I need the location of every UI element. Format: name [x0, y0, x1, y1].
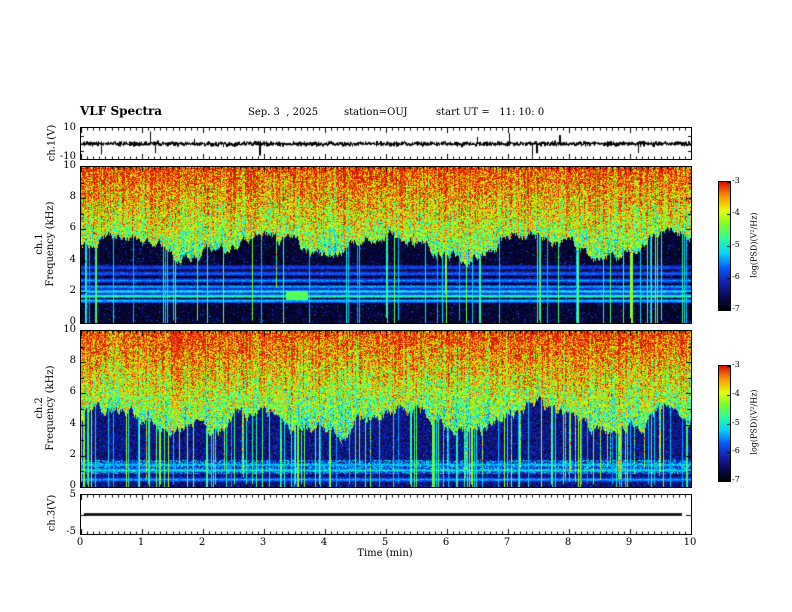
ch2-spectrogram-ytick: 0 — [69, 480, 76, 491]
colorbar-ch2-tick: -5 — [732, 417, 740, 427]
ch1-spectrogram-ytick: 8 — [69, 191, 76, 203]
ch3-voltage-ytick: 5 — [69, 489, 76, 500]
colorbar-ch1-tick: -3 — [732, 176, 740, 185]
ch2-spectrogram-ylabel: ch.2 Frequency (kHz) — [34, 365, 56, 450]
colorbar-ch2-canvas — [718, 365, 731, 482]
colorbar-ch2-tick: -3 — [732, 360, 740, 369]
colorbar-ch1-canvas — [718, 181, 731, 311]
date-label: Sep. 3 , 2025 — [248, 107, 319, 118]
x-tick-label: 4 — [320, 537, 328, 548]
x-tick-label: 10 — [683, 537, 697, 548]
ch1-voltage-waveform-canvas — [80, 127, 692, 160]
x-tick-label: 8 — [564, 537, 572, 548]
colorbar-ch2-tick: -6 — [732, 446, 740, 456]
colorbar-ch2-label: log(PSD)(V²/Hz) — [749, 389, 759, 455]
ch1-voltage-ytick: -10 — [59, 151, 76, 162]
ch1-spectrogram-ytick: 2 — [69, 284, 76, 296]
ch2-spectrogram-ytick: 4 — [69, 417, 76, 429]
x-tick-label: 5 — [381, 537, 389, 548]
ch1-spectrogram-ytick: 4 — [69, 253, 76, 265]
x-tick-label: 2 — [198, 537, 206, 548]
x-axis-label: Time (min) — [357, 548, 413, 559]
ch1-spectrogram-ylabel-line2: Frequency (kHz) — [45, 201, 56, 287]
ch2-spectrogram-ylabel-line2: Frequency (kHz) — [45, 365, 56, 451]
ch2-spectrogram-canvas — [80, 330, 692, 488]
ch1-spectrogram-canvas — [80, 166, 692, 324]
x-tick-label: 6 — [442, 537, 450, 548]
ch3-voltage-canvas — [80, 494, 692, 535]
x-tick-label: 3 — [259, 537, 267, 548]
x-tick-label: 7 — [503, 537, 511, 548]
x-tick-label: 0 — [76, 537, 84, 548]
ch1-spectrogram-ytick: 6 — [69, 222, 76, 234]
ch3-voltage-ytick: -5 — [66, 526, 76, 537]
ch2-spectrogram-ytick: 2 — [69, 448, 76, 460]
station-label: station=OUJ — [344, 107, 408, 118]
ch1-spectrogram-ytick: 10 — [63, 160, 76, 171]
colorbar-ch2-tick: -4 — [732, 388, 740, 398]
ch1-spectrogram-ylabel: ch.1 Frequency (kHz) — [34, 201, 56, 286]
x-tick-label: 9 — [625, 537, 633, 548]
ch1-spectrogram-ylabel-line1: ch.1 — [34, 233, 45, 255]
colorbar-ch1-tick: -7 — [732, 304, 740, 313]
x-tick-label: 1 — [137, 537, 145, 548]
ch1-voltage-ytick: 10 — [63, 122, 76, 133]
colorbar-ch1-label: log(PSD)(V²/Hz) — [749, 212, 759, 278]
colorbar-ch1-tick: -5 — [732, 240, 740, 249]
figure-title: VLF Spectra — [80, 104, 163, 118]
start-ut-label: start UT = 11: 10: 0 — [436, 107, 545, 118]
ch1-spectrogram-ytick: 0 — [69, 316, 76, 327]
colorbar-ch1-tick: -6 — [732, 272, 740, 281]
colorbar-ch1-tick: -4 — [732, 208, 740, 217]
ch2-spectrogram-ytick: 6 — [69, 386, 76, 398]
colorbar-ch2-tick: -7 — [732, 475, 740, 484]
ch2-spectrogram-ytick: 10 — [63, 324, 76, 335]
ch2-spectrogram-ytick: 8 — [69, 355, 76, 367]
ch2-spectrogram-ylabel-line1: ch.2 — [34, 397, 45, 419]
